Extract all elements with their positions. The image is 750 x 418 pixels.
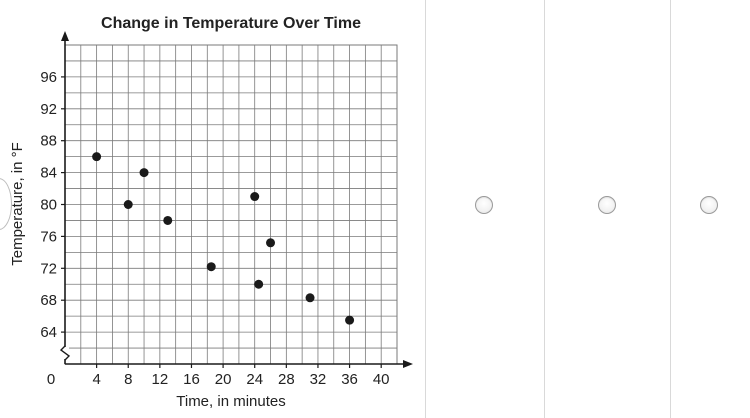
data-point [92, 152, 102, 162]
x-tick-label: 4 [92, 371, 100, 388]
chart-title: Change in Temperature Over Time [101, 15, 361, 32]
choice-1-radio[interactable] [475, 196, 493, 214]
y-axis-break [59, 345, 71, 361]
y-tick-label: 72 [40, 260, 57, 277]
y-tick-label: 68 [40, 292, 57, 309]
x-tick-label: 8 [124, 371, 132, 388]
y-tick-label: 80 [40, 197, 57, 214]
chart-cell: Change in Temperature Over Time 64 68 72 76… [9, 15, 413, 410]
y-tick-label: 88 [40, 133, 57, 150]
x-tick-label: 16 [183, 371, 200, 388]
origin-label: 0 [47, 371, 55, 388]
data-point [139, 168, 149, 178]
data-point [206, 262, 216, 272]
y-tick-label: 92 [40, 101, 57, 118]
data-point [163, 215, 173, 225]
x-tick-label: 28 [278, 371, 295, 388]
y-tick-label: 84 [40, 165, 57, 182]
data-point [345, 315, 355, 325]
x-tick-label: 32 [310, 371, 327, 388]
choice-2-radio[interactable] [598, 196, 616, 214]
x-tick-label: 36 [341, 371, 358, 388]
x-tick-labels: 4 8 12 16 20 24 28 32 36 40 [92, 364, 390, 388]
scatter-chart: Change in Temperature Over Time 64 68 72 76… [9, 15, 413, 410]
column-divider [544, 0, 545, 418]
column-divider [670, 0, 671, 418]
chart-axes [59, 31, 413, 368]
x-tick-label: 40 [373, 371, 390, 388]
column-divider [425, 0, 426, 418]
x-tick-label: 20 [215, 371, 232, 388]
x-axis-label: Time, in minutes [176, 393, 285, 410]
data-point [266, 238, 276, 248]
y-tick-label: 96 [40, 69, 57, 86]
x-tick-label: 12 [152, 371, 169, 388]
chart-grid [64, 44, 398, 365]
data-point [254, 279, 264, 289]
y-axis-arrow [61, 31, 69, 41]
y-axis-label: Temperature, in °F [9, 142, 26, 266]
y-tick-label: 76 [40, 228, 57, 245]
data-points [92, 152, 355, 325]
choice-3-radio[interactable] [700, 196, 718, 214]
x-tick-label: 24 [246, 371, 263, 388]
y-tick-label: 64 [40, 324, 57, 341]
data-point [250, 192, 260, 202]
x-axis-arrow [403, 360, 413, 368]
data-point [305, 293, 315, 303]
y-tick-labels: 64 68 72 76 80 84 88 92 96 [40, 69, 65, 341]
data-point [123, 200, 133, 209]
